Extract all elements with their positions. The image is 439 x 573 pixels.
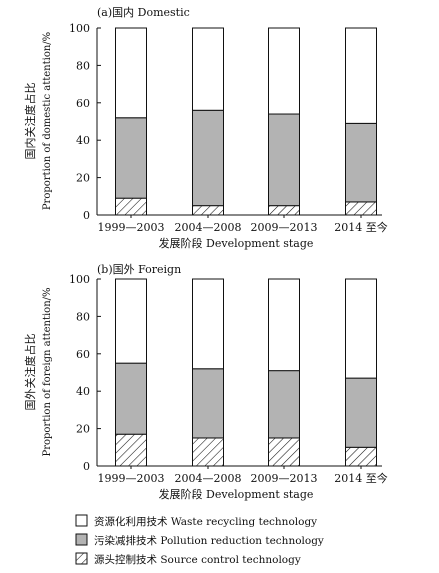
legend-item-pollution: 污染减排技术 Pollution reduction technology — [75, 533, 324, 547]
bar-segment-pollution — [345, 377, 377, 448]
legend-swatch-pollution — [75, 533, 88, 546]
bar-segment-waste — [268, 278, 300, 372]
bar-segment-waste — [192, 278, 224, 370]
y-tick-label: 100 — [69, 22, 90, 35]
legend-swatch-waste — [75, 514, 88, 527]
bar-segment-pollution — [268, 113, 300, 207]
y-tick-label: 100 — [69, 273, 90, 286]
bar-segment-waste — [345, 27, 377, 124]
bar-segment-waste — [115, 278, 147, 364]
bar-segment-source — [345, 201, 377, 216]
bar-segment-pollution — [115, 362, 147, 435]
y-tick-label: 40 — [76, 385, 90, 398]
y-axis-label-domestic-en: Proportion of domestic attention/% — [42, 32, 53, 210]
y-tick-label: 20 — [76, 423, 90, 436]
x-tick-label: 2009—2013 — [251, 221, 318, 234]
legend-swatch-source — [75, 552, 88, 565]
bar-segment-source — [115, 197, 147, 216]
bar-segment-source — [192, 205, 224, 216]
bar-segment-waste — [192, 27, 224, 111]
plot-area-domestic: 0 20 40 60 80 100 1999—2003 2004—2008 2009—2013 2… — [69, 22, 388, 234]
bar-segment-source — [115, 433, 147, 467]
y-axis-label-foreign-en: Proportion of foreign attention/% — [42, 287, 53, 456]
bar-segment-source — [268, 205, 300, 216]
y-axis-label-foreign-cn: 国外关注度占比 — [23, 334, 37, 411]
legend-label-waste: 资源化利用技术 Waste recycling technology — [94, 515, 317, 528]
bar-segment-pollution — [345, 122, 377, 203]
y-tick-label: 0 — [83, 460, 90, 473]
x-axis-label-domestic: 发展阶段 Development stage — [159, 236, 314, 250]
bar-segment-pollution — [115, 117, 147, 199]
bar-segment-source — [192, 437, 224, 467]
x-tick-label: 2014 至今 — [334, 220, 388, 234]
x-axis-label-foreign: 发展阶段 Development stage — [159, 487, 314, 501]
chart-panel-foreign: (b)国外 Foreign 国外关注度占比 Proportion of fore… — [23, 263, 388, 501]
bar-segment-source — [345, 446, 377, 467]
y-tick-label: 0 — [83, 209, 90, 222]
bar-segment-pollution — [192, 109, 224, 207]
x-tick-label: 2009—2013 — [251, 472, 318, 485]
chart-panel-domestic: (a)国内 Domestic 国内关注度占比 Proportion of dom… — [23, 5, 388, 250]
y-tick-label: 60 — [76, 97, 90, 110]
bar-segment-pollution — [192, 368, 224, 439]
y-tick-label: 40 — [76, 134, 90, 147]
y-tick-label: 20 — [76, 172, 90, 185]
y-tick-label: 60 — [76, 348, 90, 361]
bar-segment-waste — [268, 27, 300, 115]
x-tick-label: 2004—2008 — [175, 472, 242, 485]
legend: 资源化利用技术 Waste recycling technology 污染减排技… — [75, 514, 324, 566]
chart-title-domestic: (a)国内 Domestic — [97, 5, 190, 19]
bar-segment-pollution — [268, 370, 300, 439]
legend-label-source: 源头控制技术 Source control technology — [94, 553, 301, 566]
x-tick-label: 1999—2003 — [98, 472, 165, 485]
plot-area-foreign: 0 20 40 60 80 100 1999—2003 2004—2008 2009—2013 2… — [69, 273, 388, 485]
legend-label-pollution: 污染减排技术 Pollution reduction technology — [94, 534, 324, 547]
bar-segment-source — [268, 437, 300, 467]
x-tick-label: 2014 至今 — [334, 471, 388, 485]
bar-segment-waste — [115, 27, 147, 119]
y-axis-label-domestic-cn: 国内关注度占比 — [23, 83, 37, 160]
y-tick-label: 80 — [76, 310, 90, 323]
x-tick-label: 2004—2008 — [175, 221, 242, 234]
bar-segment-waste — [345, 278, 377, 379]
legend-item-source: 源头控制技术 Source control technology — [75, 552, 301, 566]
x-tick-label: 1999—2003 — [98, 221, 165, 234]
y-tick-label: 80 — [76, 59, 90, 72]
legend-item-waste: 资源化利用技术 Waste recycling technology — [75, 514, 317, 528]
chart-title-foreign: (b)国外 Foreign — [97, 263, 181, 276]
